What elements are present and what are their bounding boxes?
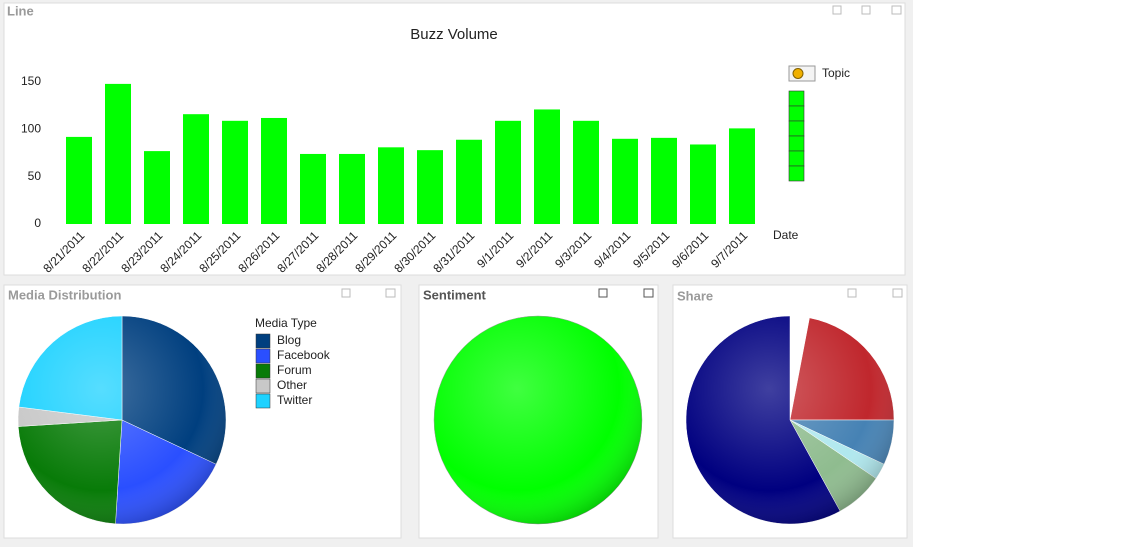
legend-swatch: [255, 378, 271, 394]
panel-caption: Sentiment: [423, 287, 487, 302]
bar: [66, 136, 92, 224]
bar: [612, 138, 638, 224]
bar: [105, 83, 131, 224]
bar: [378, 147, 404, 224]
bar: [573, 120, 599, 224]
panel: [3, 2, 906, 276]
legend-swatch: [255, 393, 271, 409]
legend-swatch: [788, 90, 805, 182]
bar: [495, 120, 521, 224]
legend-swatch: [255, 333, 271, 349]
bar: [183, 114, 209, 224]
legend-swatch: [255, 363, 271, 379]
bar: [456, 139, 482, 224]
legend-label: Facebook: [277, 348, 331, 362]
bar: [729, 128, 755, 224]
panel-icons: [341, 5, 903, 298]
bar: [261, 117, 287, 224]
panel-caption: Line: [7, 3, 34, 18]
y-tick-label: 100: [21, 122, 41, 136]
bar: [534, 109, 560, 224]
legend-title: Media Type: [255, 316, 317, 330]
bar: [690, 144, 716, 224]
bar: [300, 153, 326, 224]
chart-title: Buzz Volume: [410, 26, 498, 43]
x-axis-label: Date: [773, 228, 799, 242]
panel-caption: Share: [677, 288, 713, 303]
bar: [651, 137, 677, 224]
y-tick-label: 50: [28, 169, 42, 183]
panel-caption: Media Distribution: [8, 287, 121, 302]
bar: [417, 150, 443, 224]
legend-title: Topic: [822, 66, 850, 80]
legend-label: Blog: [277, 333, 301, 347]
bar: [339, 153, 365, 224]
pie-slice: [433, 315, 643, 525]
y-tick-label: 0: [34, 216, 41, 230]
y-tick-label: 150: [21, 74, 41, 88]
bar: [144, 151, 170, 224]
legend-label: Other: [277, 378, 307, 392]
bar: [222, 120, 248, 224]
cycle-icon: [792, 68, 804, 79]
legend-label: Forum: [277, 363, 312, 377]
legend-swatch: [255, 348, 271, 364]
legend-label: Twitter: [277, 393, 312, 407]
